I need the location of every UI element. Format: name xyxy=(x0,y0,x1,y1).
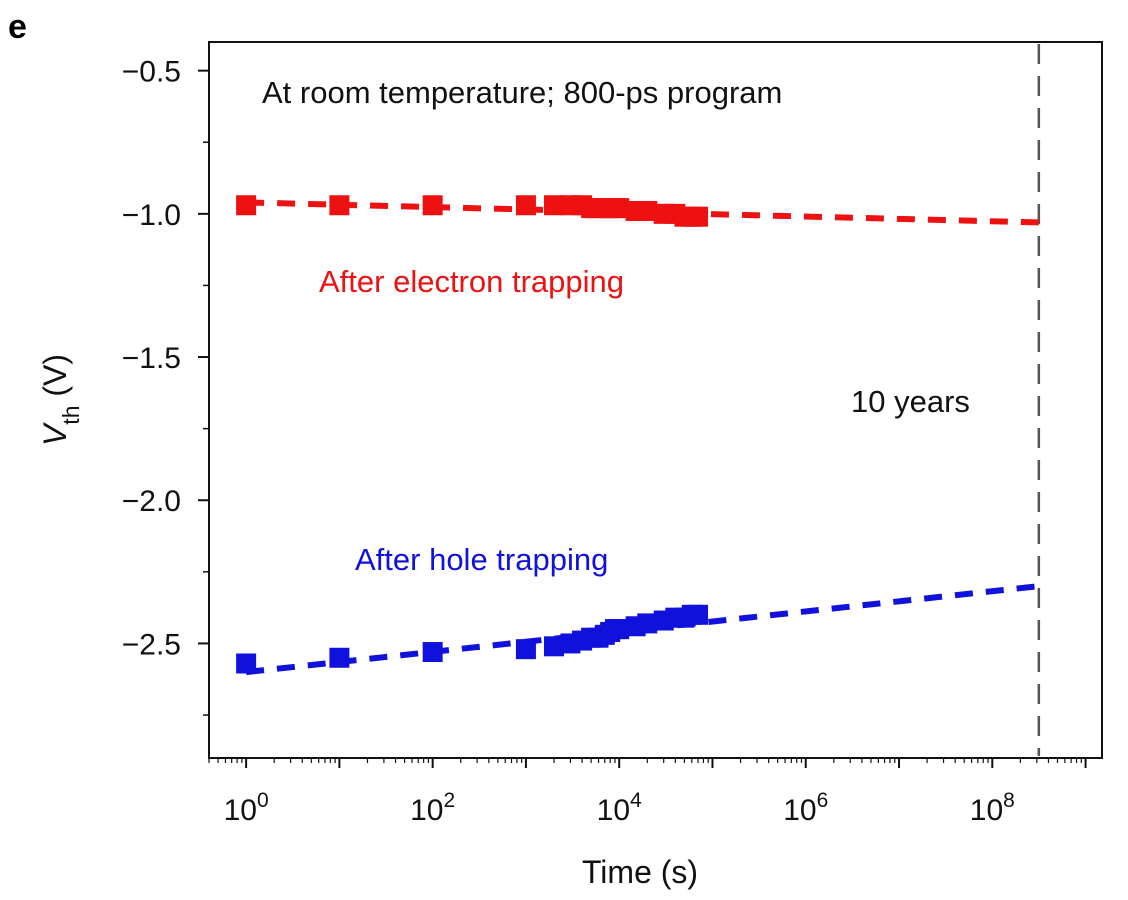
plot-marks xyxy=(236,44,1041,756)
y-axis-title-symbol: V xyxy=(37,422,73,446)
data-point-hole xyxy=(609,619,630,640)
data-point-electron xyxy=(609,198,630,219)
x-tick-base: 10 xyxy=(597,794,630,827)
x-tick-base: 10 xyxy=(783,794,816,827)
data-point-hole xyxy=(515,639,536,660)
x-tick-base: 10 xyxy=(224,794,257,827)
x-tick-label: 106 xyxy=(783,789,828,827)
data-point-hole xyxy=(688,604,709,625)
x-axis-title: Time (s) xyxy=(582,854,698,890)
x-tick-exponent: 0 xyxy=(257,789,269,812)
series-label-hole: After hole trapping xyxy=(355,542,608,577)
ten-years-annotation: 10 years xyxy=(851,384,970,419)
data-point-electron xyxy=(637,200,658,221)
y-tick-label: −0.5 xyxy=(122,56,181,89)
y-tick-label: −2.5 xyxy=(122,628,181,661)
series-label-electron: After electron trapping xyxy=(319,264,624,299)
data-point-hole xyxy=(236,653,257,674)
fit-line-electron xyxy=(246,199,1039,226)
plot-frame xyxy=(208,41,1103,759)
x-tick-exponent: 4 xyxy=(630,789,642,812)
y-axis-title-unit: (V) xyxy=(37,354,73,406)
y-axis-title-subscript: th xyxy=(58,406,84,425)
fit-line-hole xyxy=(245,583,1040,676)
y-axis-title: Vth (V) xyxy=(37,354,84,446)
y-tick-label: −1.0 xyxy=(122,199,181,232)
data-point-electron xyxy=(515,195,536,216)
x-tick-base: 10 xyxy=(410,794,443,827)
x-tick-label: 104 xyxy=(597,789,642,827)
x-tick-label: 108 xyxy=(970,789,1015,827)
x-tick-exponent: 8 xyxy=(1003,789,1015,812)
data-point-electron xyxy=(329,195,350,216)
x-tick-exponent: 2 xyxy=(444,789,456,812)
x-tick-exponent: 6 xyxy=(817,789,829,812)
x-tick-base: 10 xyxy=(970,794,1003,827)
x-tick-label: 100 xyxy=(224,789,269,827)
data-point-hole xyxy=(544,636,565,657)
data-point-electron xyxy=(236,195,257,216)
data-point-hole xyxy=(637,613,658,634)
data-point-hole xyxy=(422,642,443,663)
data-point-electron xyxy=(688,206,709,227)
data-point-hole xyxy=(329,647,350,668)
condition-annotation: At room temperature; 800-ps program xyxy=(262,75,782,110)
panel-label: e xyxy=(8,8,27,46)
y-tick-label: −2.0 xyxy=(122,485,181,518)
x-tick-label: 102 xyxy=(410,789,455,827)
data-point-electron xyxy=(544,195,565,216)
data-point-electron xyxy=(422,195,443,216)
y-tick-label: −1.5 xyxy=(122,342,181,375)
